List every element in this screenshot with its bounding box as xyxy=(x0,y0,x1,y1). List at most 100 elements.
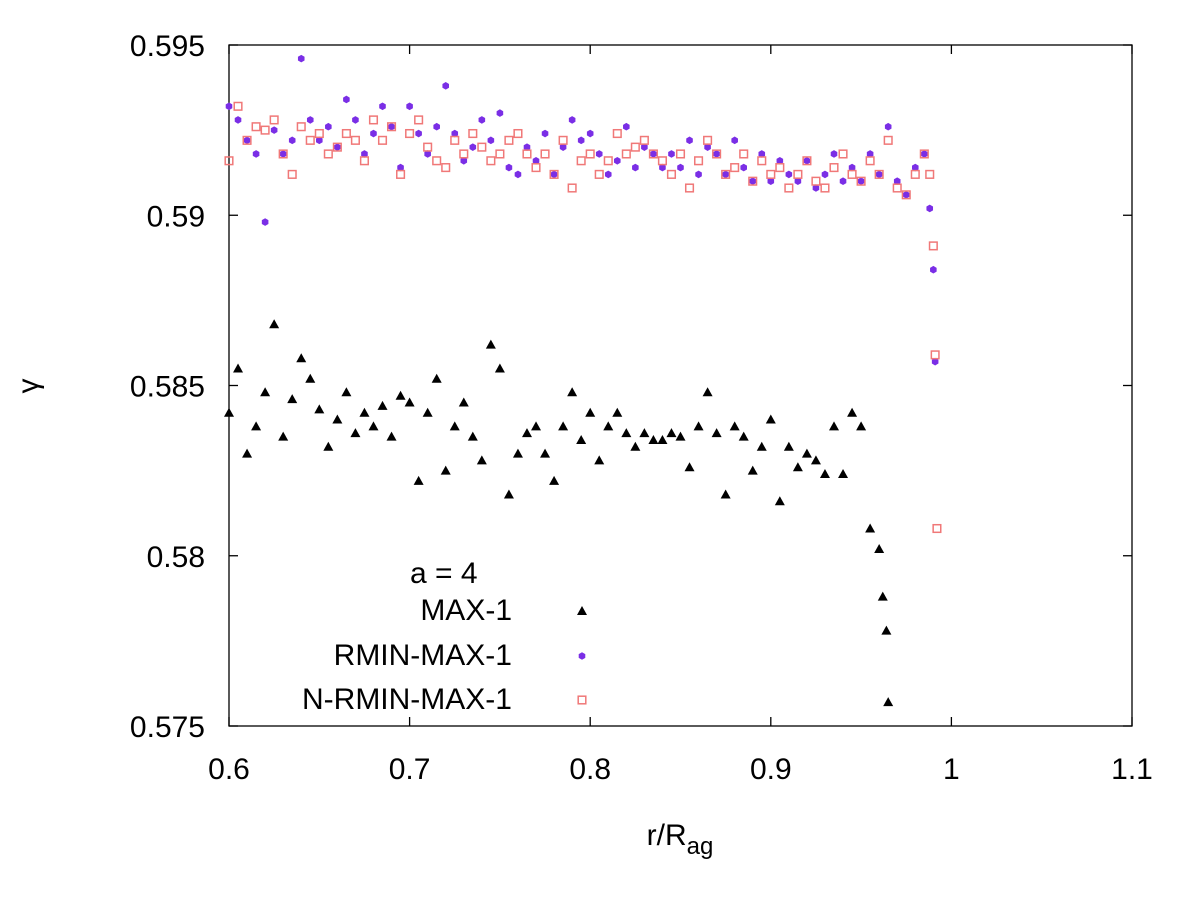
data-point xyxy=(603,421,614,431)
data-point xyxy=(386,122,397,132)
data-point xyxy=(558,135,568,145)
data-point xyxy=(495,149,505,159)
data-point xyxy=(296,353,307,363)
data-point xyxy=(612,407,623,417)
legend-symbol-n-rmin-max-1 xyxy=(577,695,587,705)
data-point xyxy=(639,428,650,438)
data-point xyxy=(621,428,632,438)
data-point xyxy=(684,462,695,472)
data-point xyxy=(857,177,865,185)
data-point xyxy=(911,163,919,172)
data-point xyxy=(504,135,514,145)
data-point xyxy=(757,156,767,166)
data-point xyxy=(820,183,830,193)
data-point xyxy=(704,143,711,151)
series-n-rmin-max-1 xyxy=(224,101,942,534)
x-axis-label-subscript: ag xyxy=(687,833,714,860)
data-point xyxy=(296,122,306,132)
data-point xyxy=(432,156,442,166)
data-point xyxy=(233,363,244,373)
data-point xyxy=(487,136,495,145)
data-point xyxy=(711,428,722,438)
data-point xyxy=(332,142,342,152)
data-point xyxy=(585,407,596,417)
data-point xyxy=(877,591,888,601)
data-point xyxy=(442,82,450,90)
data-point xyxy=(287,394,298,404)
data-point xyxy=(243,136,251,145)
data-point xyxy=(881,625,892,635)
data-point xyxy=(476,455,487,465)
data-point xyxy=(731,136,738,145)
data-point xyxy=(702,387,713,397)
data-point xyxy=(884,122,892,131)
data-point xyxy=(477,142,487,152)
data-point xyxy=(388,122,395,131)
x-tick-label: 0.8 xyxy=(569,753,611,786)
data-point xyxy=(460,156,468,165)
data-point xyxy=(729,421,740,431)
data-point xyxy=(459,149,469,159)
tick-labels: 0.6 0.7 0.8 0.9 1 1.1 0.575 0.58 0.585 0.59 0.595 xyxy=(130,30,1153,786)
data-point xyxy=(503,489,514,499)
x-axis-label-main: r/R xyxy=(647,819,687,852)
data-point xyxy=(713,150,720,158)
data-point xyxy=(666,169,677,179)
data-point xyxy=(902,191,910,199)
data-point xyxy=(334,143,341,151)
data-point xyxy=(540,149,550,159)
data-point xyxy=(260,387,271,397)
x-tick-label: 0.6 xyxy=(208,753,250,786)
data-point xyxy=(531,163,541,173)
data-point xyxy=(892,183,902,193)
data-point xyxy=(604,170,612,179)
data-point xyxy=(931,357,939,366)
data-point xyxy=(838,149,848,159)
data-point xyxy=(919,149,929,159)
y-axis-label: γ xyxy=(12,379,45,394)
data-point xyxy=(531,421,542,431)
data-point xyxy=(576,156,586,166)
data-point xyxy=(514,170,522,179)
data-point xyxy=(921,150,928,158)
data-point xyxy=(521,428,532,438)
data-point xyxy=(775,163,785,173)
data-point xyxy=(784,183,794,193)
data-point xyxy=(668,150,675,158)
data-point xyxy=(405,128,415,139)
data-point xyxy=(901,190,911,200)
legend-title: a = 4 xyxy=(410,557,478,590)
y-tick-label: 0.575 xyxy=(130,711,205,744)
data-point xyxy=(722,170,729,179)
data-point xyxy=(603,156,613,166)
data-point xyxy=(225,102,233,111)
data-point xyxy=(766,169,776,179)
data-point xyxy=(467,431,478,441)
data-marks xyxy=(224,54,942,707)
data-point xyxy=(449,421,460,431)
data-point xyxy=(494,363,505,373)
data-point xyxy=(242,135,252,145)
data-point xyxy=(712,149,722,159)
data-point xyxy=(395,390,406,400)
data-point xyxy=(874,169,884,179)
data-point xyxy=(632,163,639,172)
data-point xyxy=(765,414,776,424)
data-point xyxy=(657,156,667,166)
data-point xyxy=(659,163,666,172)
data-point xyxy=(585,149,595,159)
data-point xyxy=(740,163,747,172)
data-point xyxy=(341,128,351,139)
data-point xyxy=(865,156,875,166)
data-point xyxy=(261,218,269,226)
data-point xyxy=(794,177,802,185)
data-point xyxy=(224,407,234,417)
data-point xyxy=(414,115,424,125)
data-point xyxy=(370,129,377,138)
data-point xyxy=(368,115,379,125)
data-point xyxy=(377,135,388,145)
series-max-1 xyxy=(224,319,894,707)
data-point xyxy=(486,156,496,166)
data-point xyxy=(865,523,876,533)
